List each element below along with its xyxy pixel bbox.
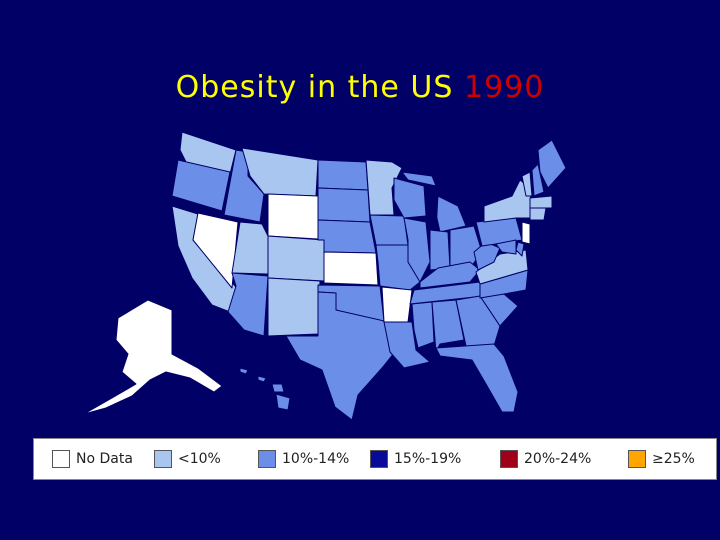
state-WI bbox=[393, 177, 427, 219]
state-NE bbox=[317, 219, 377, 254]
state-NH bbox=[531, 163, 545, 197]
state-MA bbox=[529, 195, 553, 209]
legend-swatch bbox=[258, 450, 276, 468]
title-text: Obesity in the US bbox=[175, 70, 454, 105]
state-CT bbox=[529, 207, 547, 221]
legend-item: ≥25% bbox=[628, 448, 695, 470]
state-TX bbox=[285, 291, 399, 421]
state-MS bbox=[411, 301, 435, 349]
state-HI-4 bbox=[275, 393, 291, 411]
state-OR bbox=[171, 159, 231, 212]
state-GA bbox=[455, 295, 501, 347]
state-HI-2 bbox=[257, 375, 267, 383]
state-AR bbox=[381, 286, 413, 323]
state-SD bbox=[317, 187, 371, 223]
legend-label: <10% bbox=[178, 451, 221, 467]
lake-michigan bbox=[427, 187, 439, 233]
state-HI-3 bbox=[239, 367, 249, 375]
state-ND bbox=[317, 159, 369, 191]
state-MI-upper bbox=[401, 171, 437, 187]
legend-label: 10%-14% bbox=[282, 451, 350, 467]
legend-swatch bbox=[154, 450, 172, 468]
legend-label: ≥25% bbox=[652, 451, 695, 467]
legend-item: No Data bbox=[52, 448, 133, 470]
state-ME bbox=[537, 139, 567, 189]
state-NJ bbox=[521, 221, 531, 245]
legend-item: <10% bbox=[154, 448, 221, 470]
state-HI-1 bbox=[271, 383, 285, 393]
state-AL bbox=[431, 299, 465, 353]
legend-swatch bbox=[370, 450, 388, 468]
state-FL bbox=[435, 343, 519, 413]
legend: No Data <10% 10%-14% 15%-19% 20%-24% ≥25% bbox=[33, 438, 717, 480]
state-LA bbox=[383, 321, 431, 369]
state-NM bbox=[267, 277, 321, 337]
state-MD bbox=[495, 239, 517, 255]
state-WY bbox=[267, 193, 319, 240]
state-MI bbox=[435, 195, 467, 233]
legend-swatch bbox=[52, 450, 70, 468]
legend-item: 15%-19% bbox=[370, 448, 461, 470]
legend-item: 10%-14% bbox=[258, 448, 349, 470]
state-VT bbox=[521, 171, 533, 197]
state-DE bbox=[515, 241, 525, 257]
legend-label: 15%-19% bbox=[394, 451, 462, 467]
legend-item: 20%-24% bbox=[500, 448, 591, 470]
title-year: 1990 bbox=[463, 70, 545, 105]
state-AZ bbox=[227, 272, 269, 337]
state-IN bbox=[429, 229, 451, 271]
legend-swatch bbox=[500, 450, 518, 468]
state-IA bbox=[369, 214, 409, 246]
state-KS bbox=[323, 251, 379, 286]
map-title: Obesity in the US 1990 bbox=[0, 70, 720, 105]
legend-swatch bbox=[628, 450, 646, 468]
state-CO bbox=[267, 235, 325, 282]
state-AK bbox=[83, 299, 223, 415]
legend-label: 20%-24% bbox=[524, 451, 592, 467]
legend-label: No Data bbox=[76, 451, 133, 467]
state-NV bbox=[192, 212, 239, 289]
